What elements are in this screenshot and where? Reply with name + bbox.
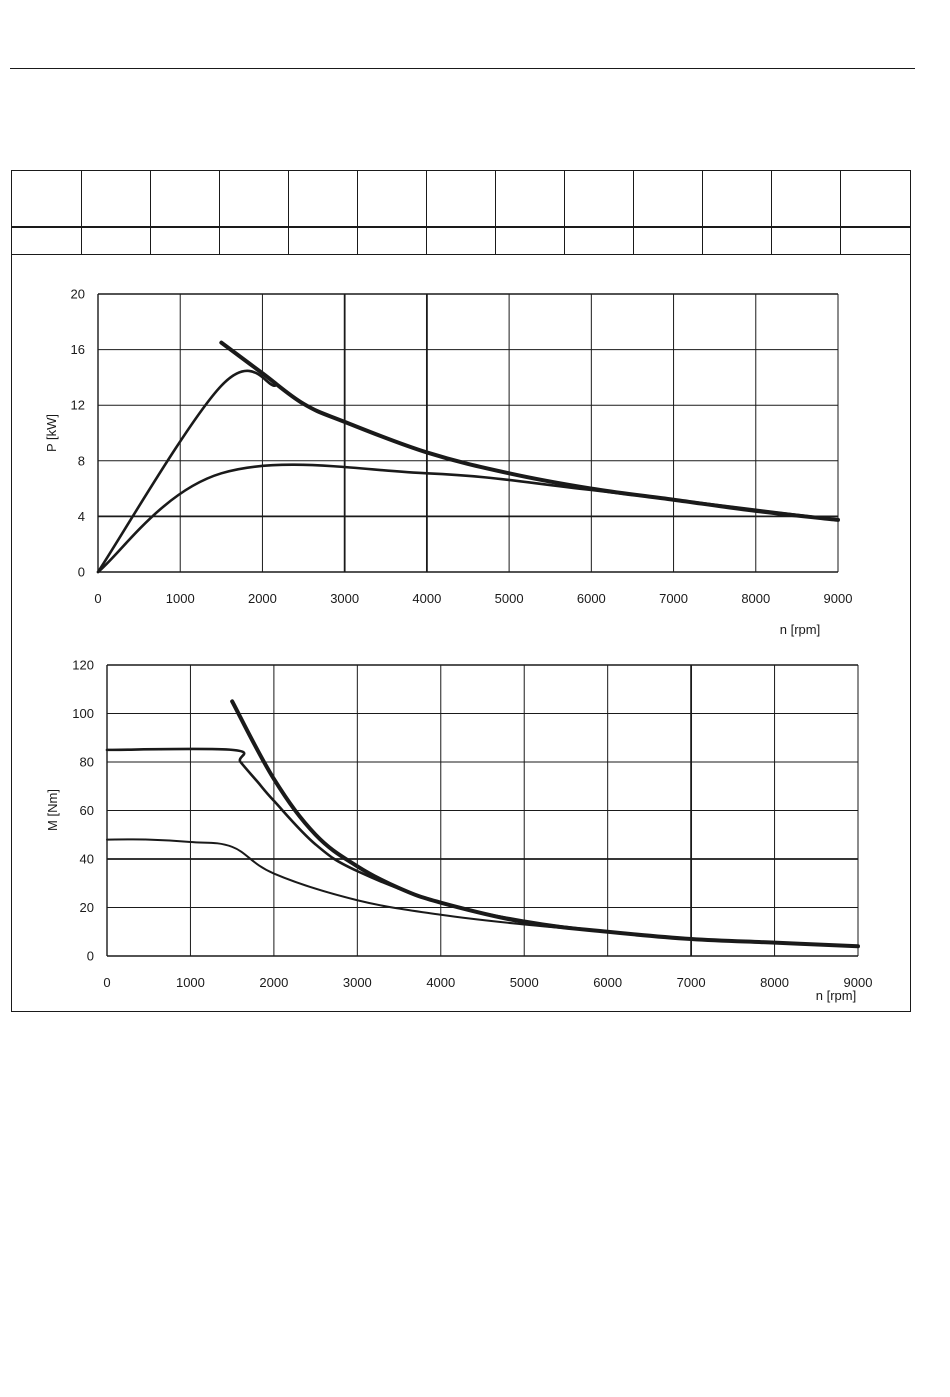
- header-cell: [633, 171, 703, 227]
- x-tick-label: 5000: [510, 975, 539, 990]
- series-line-medium: [96, 463, 840, 574]
- series-line-medium: [96, 369, 277, 574]
- top-rule: [10, 68, 915, 69]
- x-tick-label: 6000: [577, 591, 606, 606]
- series-line-thick: [230, 699, 860, 949]
- header-cell: [840, 225, 910, 255]
- x-tick-label: 2000: [248, 591, 277, 606]
- header-cell: [287, 171, 358, 227]
- x-tick-label: 4000: [426, 975, 455, 990]
- x-tick-label: 7000: [659, 591, 688, 606]
- power-chart: 0 1000 2000 3000 4000 5000 6000 7000 8000 9000 0 4 8…: [44, 287, 852, 638]
- y-tick-label: 4: [78, 509, 85, 524]
- header-cell: [425, 171, 496, 227]
- x-tick-label: 6000: [593, 975, 622, 990]
- y-tick-label: 80: [80, 755, 94, 770]
- header-cell: [702, 225, 772, 255]
- y-axis-label: M [Nm]: [45, 789, 60, 831]
- x-tick-label: 9000: [844, 975, 873, 990]
- y-tick-label: 120: [72, 658, 94, 673]
- x-tick-label: 1000: [176, 975, 205, 990]
- header-cell: [149, 225, 220, 255]
- y-tick-label: 16: [71, 342, 85, 357]
- y-tick-label: 0: [87, 949, 94, 964]
- x-tick-label: 9000: [824, 591, 853, 606]
- x-tick-label: 7000: [677, 975, 706, 990]
- header-cell: [633, 225, 703, 255]
- header-cell: [80, 171, 151, 227]
- x-tick-label: 3000: [330, 591, 359, 606]
- y-axis-label: P [kW]: [44, 414, 59, 452]
- y-tick-label: 20: [80, 900, 94, 915]
- series-line-medium: [105, 747, 860, 948]
- header-cell: [218, 225, 289, 255]
- x-tick-label: 5000: [495, 591, 524, 606]
- header-cell: [771, 171, 841, 227]
- x-tick-label: 8000: [760, 975, 789, 990]
- x-tick-label: 4000: [412, 591, 441, 606]
- y-tick-label: 12: [71, 398, 85, 413]
- header-cell: [149, 171, 220, 227]
- series-line-thick: [219, 340, 840, 522]
- header-cell: [494, 171, 565, 227]
- header-cell: [80, 225, 151, 255]
- x-tick-label: 8000: [741, 591, 770, 606]
- y-tick-label: 20: [71, 287, 85, 302]
- x-tick-label: 3000: [343, 975, 372, 990]
- y-tick-label: 40: [80, 852, 94, 867]
- y-tick-label: 100: [72, 706, 94, 721]
- y-tick-label: 60: [80, 803, 94, 818]
- header-cell: [287, 225, 358, 255]
- x-axis-label: n [rpm]: [816, 988, 856, 1003]
- header-cell: [563, 171, 634, 227]
- header-cell: [356, 225, 427, 255]
- x-tick-label: 2000: [259, 975, 288, 990]
- header-row: [12, 171, 910, 227]
- series-line-thin: [106, 838, 859, 948]
- header-cell: [12, 225, 82, 255]
- y-tick-label: 0: [78, 565, 85, 580]
- header-row: [12, 225, 910, 255]
- x-axis-label: n [rpm]: [780, 622, 820, 637]
- x-tick-label: 0: [94, 591, 101, 606]
- header-cell: [356, 171, 427, 227]
- header-cell: [494, 225, 565, 255]
- x-tick-label: 0: [103, 975, 110, 990]
- header-cell: [702, 171, 772, 227]
- header-table: [12, 171, 910, 255]
- header-cell: [563, 225, 634, 255]
- header-cell: [218, 171, 289, 227]
- x-tick-label: 1000: [166, 591, 195, 606]
- header-cell: [840, 171, 910, 227]
- header-cell: [771, 225, 841, 255]
- torque-chart: 0 1000 2000 3000 4000 5000 6000 7000 8000 9000 0 20…: [45, 658, 872, 1004]
- y-tick-label: 8: [78, 453, 85, 468]
- figure-frame: [11, 170, 911, 1012]
- header-cell: [425, 225, 496, 255]
